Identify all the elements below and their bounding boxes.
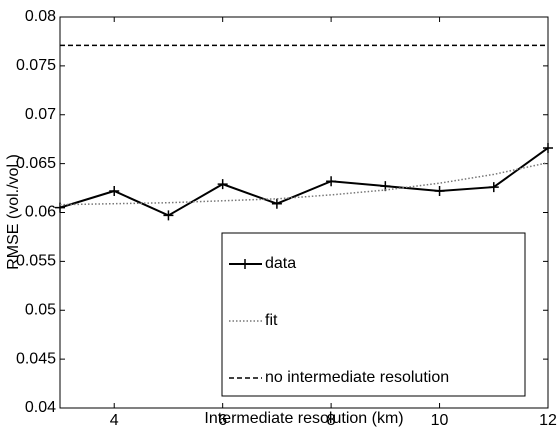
y-tick-label: 0.07 (25, 106, 56, 123)
x-tick-label: 10 (431, 412, 449, 429)
y-tick-label: 0.06 (25, 204, 56, 221)
data-point (488, 182, 499, 193)
series-line (59, 161, 549, 206)
x-tick-label: 4 (110, 412, 119, 429)
y-tick-label: 0.065 (16, 155, 56, 172)
y-tick-label: 0.08 (25, 8, 56, 25)
data-point (326, 176, 337, 187)
legend-marker (240, 259, 250, 269)
y-tick-label: 0.04 (25, 399, 56, 416)
data-point (217, 179, 228, 190)
y-tick-label: 0.045 (16, 350, 56, 367)
data-point (109, 185, 120, 196)
x-tick-label: 8 (327, 412, 336, 429)
data-point (271, 198, 282, 209)
y-tick-label: 0.055 (16, 253, 56, 270)
y-tick-label: 0.05 (25, 301, 56, 318)
data-point (543, 142, 553, 153)
legend-label: fit (265, 312, 278, 329)
data-point (434, 185, 445, 196)
x-axis-label: Intermediate resolution (km) (204, 410, 403, 427)
legend: data fit no intermediate resolution (221, 232, 526, 397)
legend-label: no intermediate resolution (265, 369, 449, 386)
legend-box (221, 232, 526, 397)
x-tick-label: 12 (539, 412, 557, 429)
legend-label: data (265, 255, 296, 272)
series-line (59, 147, 549, 217)
x-tick-label: 6 (218, 412, 227, 429)
y-tick-label: 0.075 (16, 57, 56, 74)
data-point (163, 210, 174, 221)
y-axis-label: RMSE (vol./vol.) (5, 154, 22, 270)
